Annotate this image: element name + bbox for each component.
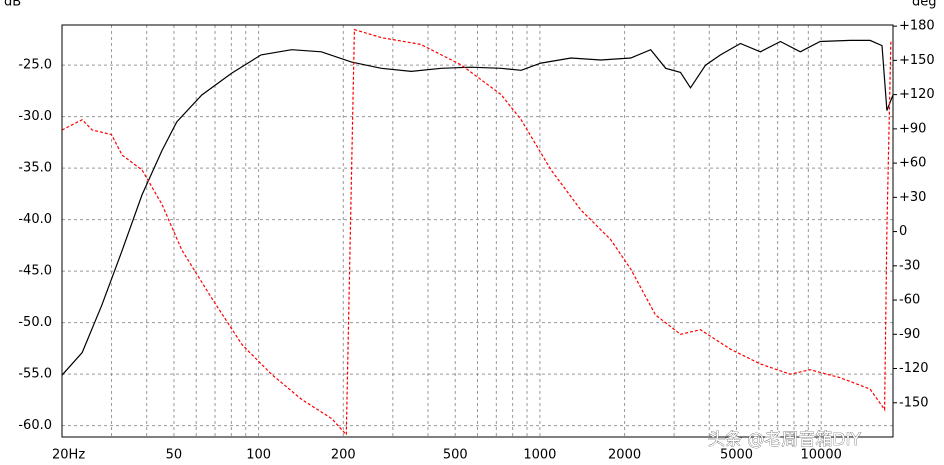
x-tick-label: 5000 [720,448,753,463]
y2-tick-label: +180 [899,19,935,34]
y2-tick-label: -60 [899,293,920,308]
y-tick-label: -40.0 [18,212,52,227]
plot-border [61,24,894,438]
series-line [61,28,892,437]
y-tick-label: -35.0 [18,161,52,176]
y2-tick-label: -150 [899,395,929,410]
y2-tick-label: -30 [899,258,920,273]
y2-tick-label: 0 [899,224,907,239]
y-axis-label: dB [4,0,21,10]
y2-tick-label: +90 [899,121,926,136]
y2-axis-label: deg [912,0,937,10]
y-tick-label: -50.0 [18,315,52,330]
x-tick-label: 200 [331,448,356,463]
x-tick-label: 50 [166,448,183,463]
y-tick-label: -45.0 [18,264,52,279]
y-tick-label: -60.0 [18,418,52,433]
x-tick-label: 10000 [801,448,842,463]
y2-tick-label: +60 [899,156,926,171]
x-tick-label: 500 [443,448,468,463]
y-tick-label: -30.0 [18,109,52,124]
y2-tick-label: +30 [899,190,926,205]
x-tick-label: 20Hz [52,448,85,463]
y-tick-label: -25.0 [18,58,52,73]
series-line [61,39,894,376]
y2-tick-label: -90 [899,327,920,342]
y2-tick-label: +150 [899,53,935,68]
x-tick-label: 1000 [523,448,556,463]
x-tick-label: 2000 [608,448,641,463]
y2-tick-label: +120 [899,87,935,102]
y2-tick-label: -120 [899,361,929,376]
watermark: 头条 @老周音箱DIY [708,430,862,450]
x-tick-label: 100 [246,448,271,463]
y-tick-label: -55.0 [18,367,52,382]
